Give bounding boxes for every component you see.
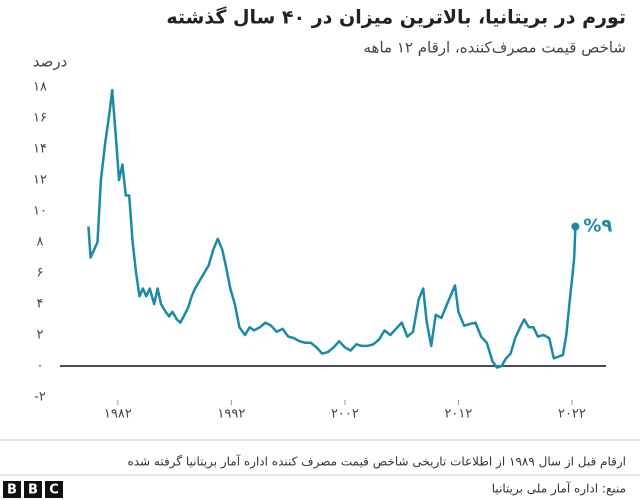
- y-tick-label: ۲: [37, 328, 44, 343]
- y-tick-label: ۱۶: [33, 111, 47, 126]
- y-tick-label: ۴: [37, 297, 44, 312]
- end-point: [571, 222, 580, 231]
- y-tick-label: ۱۸: [33, 80, 47, 95]
- logo-letter: B: [7, 483, 17, 498]
- x-tick-label: ۱۹۹۲: [217, 407, 245, 422]
- annotation: %۹: [583, 216, 612, 237]
- y-tick-label: ۱۰: [33, 204, 47, 219]
- y-tick-label: ۱۲: [33, 173, 47, 188]
- y-tick-label: -۲: [34, 390, 46, 405]
- logo-box: [45, 481, 63, 498]
- chart-title: تورم در بریتانیا، بالاترین میزان در ۴۰ س…: [166, 6, 626, 29]
- logo-box: [3, 481, 21, 498]
- logo-letter: C: [49, 483, 59, 498]
- logo-box: [24, 481, 42, 498]
- y-tick-label: ۱۴: [33, 142, 47, 157]
- x-tick-label: ۱۹۸۲: [104, 407, 132, 422]
- note: ارقام قبل از سال ۱۹۸۹ از اطلاعات تاریخی …: [127, 454, 626, 470]
- y-tick-label: ۶: [37, 266, 44, 281]
- y-axis-label: درصد: [33, 53, 68, 71]
- source: منبع: اداره آمار ملی بریتانیا: [492, 481, 626, 497]
- x-tick-label: ۲۰۱۲: [444, 407, 472, 422]
- x-tick-label: ۲۰۰۲: [331, 407, 359, 422]
- x-tick-label: ۲۰۲۲: [558, 407, 586, 422]
- logo-letter: B: [28, 483, 38, 498]
- chart-subtitle: شاخص قیمت مصرف‌کننده، ارقام ۱۲ ماهه: [364, 39, 627, 57]
- y-tick-label: ۸: [37, 235, 44, 250]
- line: [87, 88, 577, 369]
- y-tick-label: ۰: [37, 359, 44, 374]
